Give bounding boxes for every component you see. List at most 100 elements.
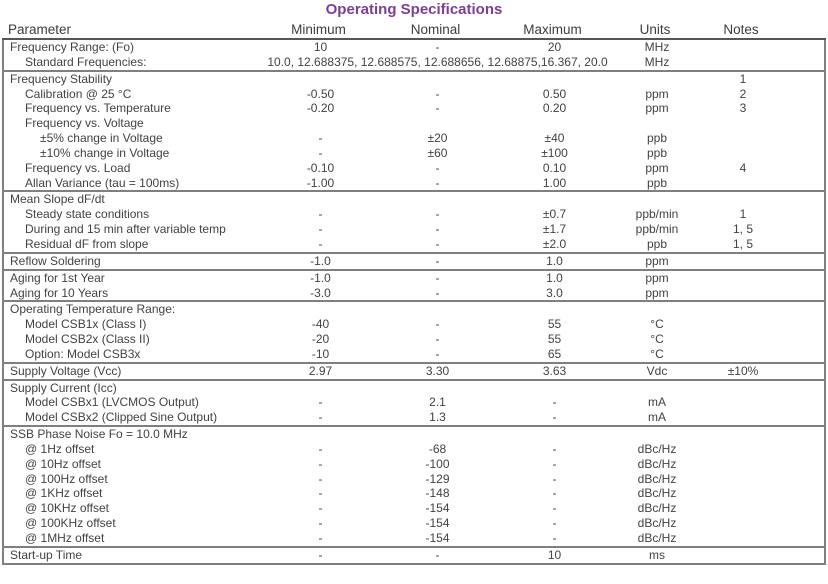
row-spacer: [785, 531, 824, 546]
min-cell: -: [318, 131, 323, 146]
notes-cell: [701, 146, 785, 161]
min-cell: [262, 381, 379, 396]
min-cell: -3.0: [310, 285, 331, 300]
row-spacer: [785, 442, 824, 457]
max-cell: [496, 381, 613, 396]
table-section: Start-up Time - - 10 ms: [4, 548, 824, 565]
param-cell: ±10% change in Voltage: [40, 145, 170, 160]
max-cell: 3.0: [546, 285, 563, 300]
notes-cell: 1, 5: [732, 236, 753, 251]
table-row: Calibration @ 25 °C -0.50-0.50 ppm 2: [4, 87, 824, 102]
notes-cell: [701, 516, 785, 531]
nom-cell: [379, 72, 496, 87]
max-cell: -: [552, 395, 557, 410]
max-cell: 0.50: [542, 86, 567, 101]
nom-cell: -: [435, 86, 440, 101]
notes-cell: [701, 55, 785, 70]
nom-cell: -154: [425, 516, 450, 531]
row-spacer: [785, 271, 824, 286]
max-cell: [496, 192, 613, 207]
param-cell: Allan Variance (tau = 100ms): [25, 175, 180, 190]
max-cell: -: [552, 531, 557, 545]
max-cell: 65: [547, 346, 562, 361]
min-cell: -0.10: [306, 160, 335, 175]
table-row: Model CSB1x (Class I) -40 - 55 °C: [4, 317, 824, 332]
units-cell: MHz: [644, 54, 670, 69]
nom-cell: -: [435, 270, 440, 285]
min-cell: -1.00: [306, 175, 335, 190]
units-cell: [613, 192, 701, 207]
param-cell: Model CSBx1 (LVCMOS Output): [25, 395, 199, 410]
max-cell: 0.10: [542, 160, 567, 175]
nom-cell: [379, 427, 496, 442]
min-cell: -0.50: [306, 86, 335, 101]
max-cell: ±40: [544, 131, 565, 146]
spec-table: Parameter Minimum Nominal Maximum Units …: [2, 20, 826, 565]
max-cell: 3.63: [542, 363, 567, 378]
units-cell: °C: [650, 332, 664, 347]
units-cell: ppb: [646, 131, 668, 146]
notes-cell: [701, 332, 785, 347]
row-spacer: [785, 40, 824, 55]
nom-cell: -: [435, 175, 440, 190]
nom-cell: [379, 381, 496, 396]
table-section: Operating Temperature Range: Model CSB1x …: [4, 302, 824, 364]
row-spacer: [785, 101, 824, 116]
table-row: Aging for 10 Years -3.0-3.0 ppm: [4, 286, 824, 301]
table-section: Reflow Soldering -1.0-1.0 ppm: [4, 254, 824, 271]
notes-cell: [701, 347, 785, 362]
param-cell: Standard Frequencies:: [25, 54, 147, 69]
nom-cell: -: [435, 253, 440, 268]
param-cell: Aging for 10 Years: [10, 285, 109, 300]
row-spacer: [785, 364, 824, 379]
nom-cell: ±60: [427, 145, 448, 160]
min-cell: -: [318, 236, 323, 251]
max-cell: -: [552, 456, 557, 471]
param-cell: Supply Voltage (Vcc): [10, 363, 122, 378]
min-cell: -: [318, 145, 323, 160]
nom-cell: -: [435, 101, 440, 116]
notes-cell: 3: [739, 101, 747, 116]
max-cell: 55: [547, 317, 562, 332]
max-cell: 10: [547, 547, 562, 562]
nom-cell: -100: [425, 456, 450, 471]
nom-cell: -148: [425, 486, 450, 501]
row-spacer: [785, 516, 824, 531]
param-cell: Aging for 1st Year: [10, 270, 105, 285]
max-cell: ±100: [541, 145, 568, 160]
row-spacer: [785, 161, 824, 176]
row-spacer: [785, 146, 824, 161]
notes-cell: [701, 192, 785, 207]
units-cell: Vdc: [646, 363, 668, 378]
min-cell: -0.20: [306, 101, 335, 116]
min-cell: -1.0: [310, 253, 331, 268]
table-row: Model CSB2x (Class II) -20 - 55 °C: [4, 332, 824, 347]
param-cell: Option: Model CSB3x: [25, 346, 141, 361]
max-cell: -: [552, 501, 557, 516]
units-cell: ppm: [645, 285, 669, 300]
notes-cell: [701, 442, 785, 457]
notes-cell: [701, 427, 785, 442]
max-cell: [496, 302, 613, 317]
nom-cell: -: [435, 317, 440, 332]
table-row: @ 100Hz offset - -129 - dBc/Hz: [4, 472, 824, 487]
min-cell: -: [318, 471, 323, 486]
units-cell: [613, 72, 701, 87]
table-row: Model CSBx1 (LVCMOS Output) - 2.1 - mA: [4, 395, 824, 410]
max-cell: [496, 72, 613, 87]
notes-cell: 1, 5: [732, 222, 753, 237]
units-cell: ppm: [645, 101, 669, 116]
param-cell: @ 10Hz offset: [25, 456, 101, 471]
units-cell: [613, 302, 701, 317]
row-spacer: [785, 347, 824, 362]
param-cell: During and 15 min after variable temp: [25, 222, 226, 237]
param-cell: ±5% change in Voltage: [40, 131, 163, 146]
nom-cell: -: [435, 160, 440, 175]
table-row: SSB Phase Noise Fo = 10.0 MHz: [4, 427, 824, 442]
table-row: Aging for 1st Year -1.0-1.0 ppm: [4, 271, 824, 286]
min-cell: -20: [311, 332, 330, 347]
table-row: @ 1KHz offset - -148 - dBc/Hz: [4, 486, 824, 501]
min-cell: [262, 72, 379, 87]
max-cell: 1.0: [546, 270, 563, 285]
